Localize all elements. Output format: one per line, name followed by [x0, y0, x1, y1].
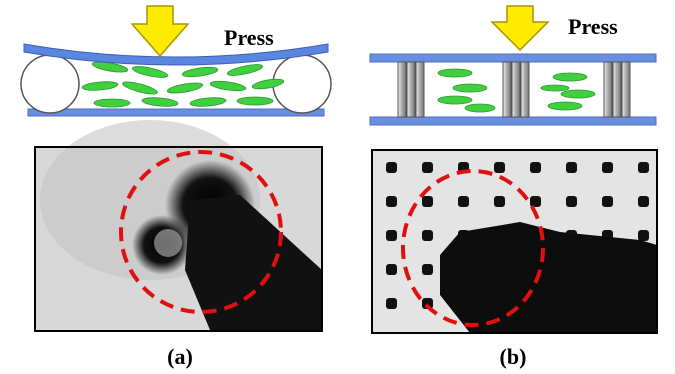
caption: (b) [500, 344, 527, 369]
spacer-ball [21, 55, 79, 113]
top-plate [370, 54, 656, 62]
press-label: Press [568, 14, 618, 39]
figure: Press Press [0, 0, 675, 374]
photo-b [372, 150, 657, 333]
diagram-a: Press [21, 6, 331, 116]
bottom-plate [370, 117, 656, 125]
bottom-plate [28, 109, 324, 116]
spacers [398, 62, 630, 117]
liquid-crystals [82, 60, 285, 108]
press-arrow [492, 6, 548, 50]
diagram-b: Press [370, 6, 656, 125]
press-arrow [132, 6, 188, 56]
photo-a [35, 120, 322, 331]
press-label: Press [224, 25, 274, 50]
caption: (a) [167, 344, 193, 369]
